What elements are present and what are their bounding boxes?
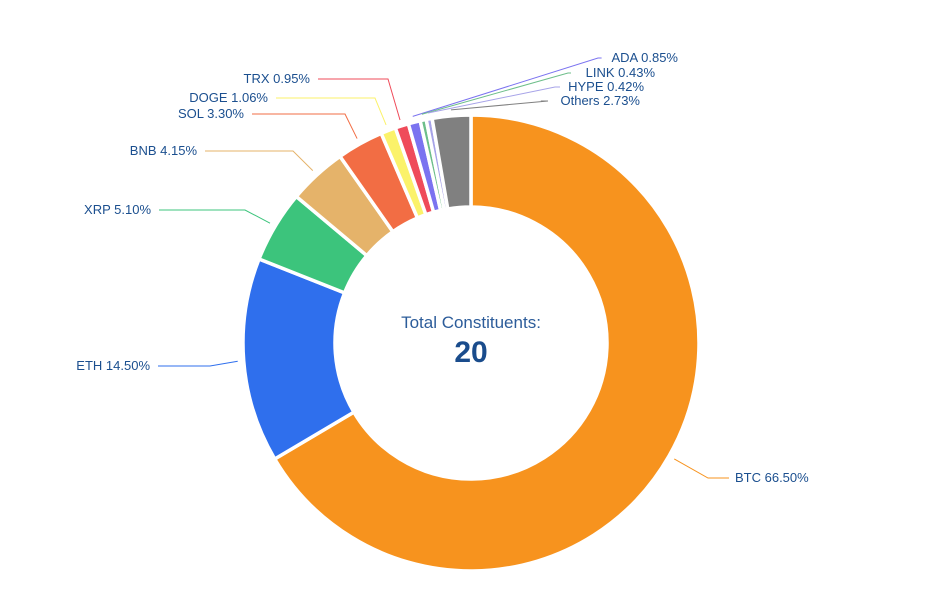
leader-line-ada <box>412 57 602 117</box>
data-label-bnb: BNB 4.15% <box>130 143 198 158</box>
leader-line-sol <box>252 113 358 139</box>
leader-line-others <box>450 100 549 111</box>
leader-line-link <box>421 72 571 115</box>
data-label-sol: SOL 3.30% <box>178 106 244 121</box>
center-label: Total Constituents: <box>401 313 541 332</box>
leader-line-btc <box>673 458 729 479</box>
center-value: 20 <box>454 336 487 369</box>
leader-line-bnb <box>205 150 314 171</box>
data-label-btc: BTC 66.50% <box>735 470 809 485</box>
leader-line-trx <box>318 78 401 121</box>
data-label-doge: DOGE 1.06% <box>189 90 268 105</box>
data-label-xrp: XRP 5.10% <box>84 202 151 217</box>
data-label-eth: ETH 14.50% <box>76 358 150 373</box>
leader-line-hype <box>427 86 560 114</box>
leader-line-eth <box>158 360 238 367</box>
slice-btc <box>272 113 701 573</box>
data-label-link: LINK 0.43% <box>586 65 656 80</box>
leader-line-doge <box>276 97 387 126</box>
data-label-hype: HYPE 0.42% <box>568 79 644 94</box>
leader-line-xrp <box>159 209 271 224</box>
data-label-trx: TRX 0.95% <box>244 71 311 86</box>
slice-others <box>430 113 473 211</box>
data-label-ada: ADA 0.85% <box>612 50 679 65</box>
data-label-others: Others 2.73% <box>561 93 641 108</box>
